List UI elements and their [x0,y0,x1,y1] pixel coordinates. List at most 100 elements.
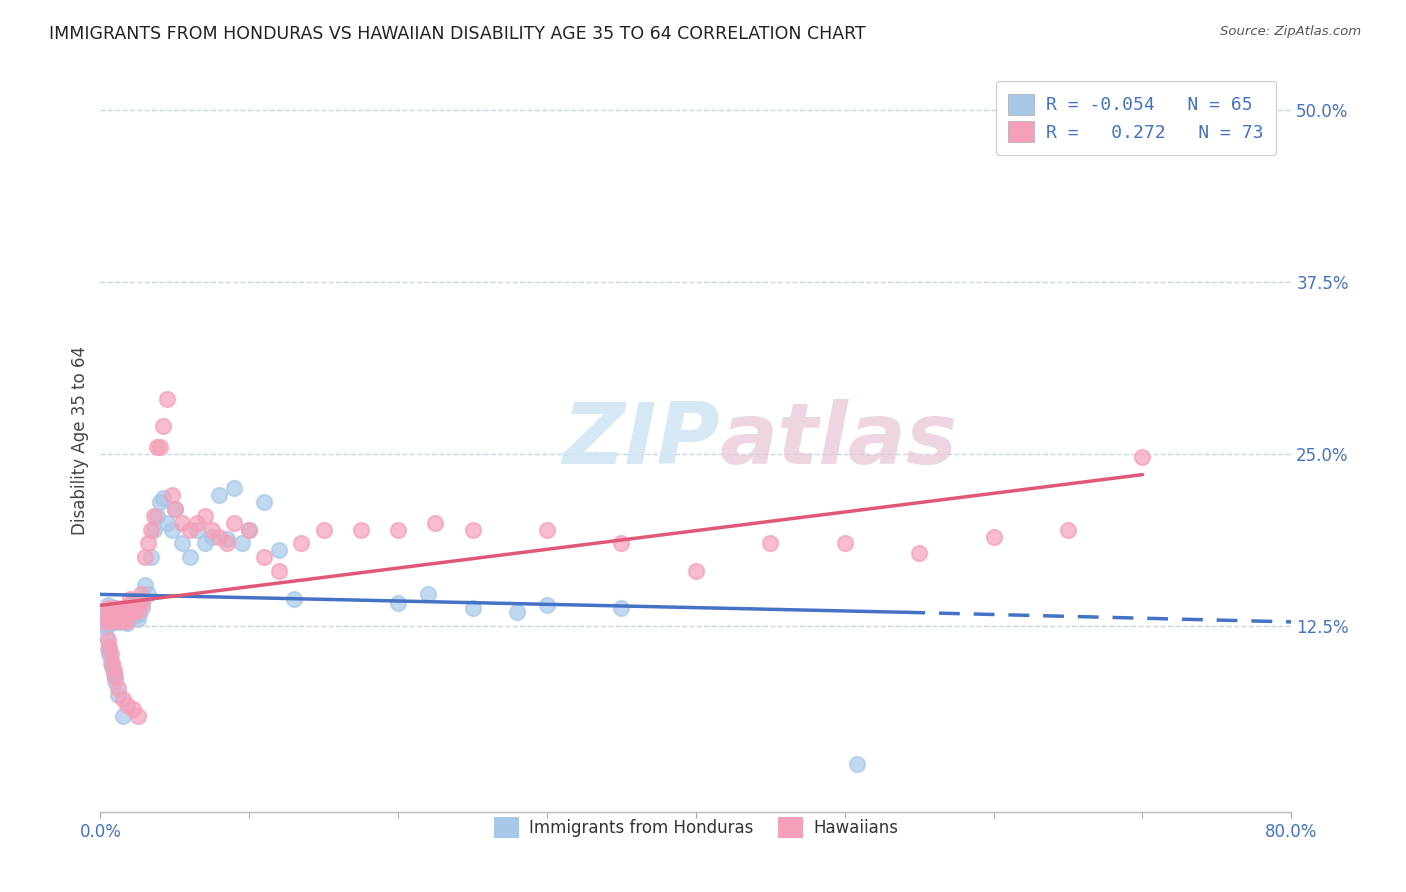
Point [149,440,172,454]
Point [100,616,122,631]
Point [98,647,121,661]
Point [1057,523,1080,537]
Point [350,523,373,537]
Point [129,591,152,606]
Point [121,601,143,615]
Point [536,599,558,613]
Point [267,564,290,578]
Point [156,392,179,406]
Point [238,523,260,537]
Point [179,523,201,537]
Point [120,591,142,606]
Text: Source: ZipAtlas.com: Source: ZipAtlas.com [1220,25,1361,38]
Point [124,609,146,624]
Point [193,536,215,550]
Point [834,536,856,550]
Point [224,482,246,496]
Point [536,523,558,537]
Point [104,670,127,684]
Y-axis label: Disability Age 35 to 64: Disability Age 35 to 64 [72,346,89,534]
Point [845,756,868,771]
Point [142,508,165,523]
Point [97,642,120,657]
Point [110,609,132,624]
Point [215,533,238,547]
Point [114,607,136,622]
Point [104,601,127,615]
Point [125,604,148,618]
Point [101,660,124,674]
Point [114,605,136,619]
Point [152,419,174,434]
Point [152,491,174,505]
Point [104,674,127,689]
Point [146,440,169,454]
Point [685,564,707,578]
Point [117,607,139,621]
Point [107,605,129,619]
Point [253,550,276,565]
Point [179,550,201,565]
Point [115,698,138,712]
Point [112,612,135,626]
Point [129,587,152,601]
Point [131,601,153,615]
Point [127,604,149,618]
Point [387,523,409,537]
Point [108,614,131,628]
Point [98,640,121,654]
Point [224,516,246,530]
Legend: Immigrants from Honduras, Hawaiians: Immigrants from Honduras, Hawaiians [486,811,904,845]
Point [131,596,153,610]
Point [108,615,131,629]
Point [312,523,335,537]
Point [156,516,179,530]
Point [104,601,127,615]
Point [107,681,129,695]
Point [124,602,146,616]
Point [142,523,165,537]
Point [115,616,138,631]
Point [105,612,128,626]
Point [172,516,194,530]
Point [193,508,215,523]
Point [120,599,142,613]
Point [94,612,117,626]
Point [97,601,120,615]
Point [97,632,120,647]
Text: atlas: atlas [720,399,957,482]
Point [186,516,208,530]
Point [139,550,162,565]
Text: ZIP: ZIP [562,399,720,482]
Point [103,663,125,677]
Point [136,536,159,550]
Point [201,523,224,537]
Point [238,523,260,537]
Point [127,612,149,626]
Point [136,587,159,601]
Point [100,647,122,661]
Point [208,530,231,544]
Point [908,546,931,560]
Point [231,536,253,550]
Point [101,614,124,628]
Point [128,607,150,621]
Point [121,607,143,622]
Point [101,657,124,671]
Point [111,692,134,706]
Point [215,536,238,550]
Point [107,688,129,702]
Point [149,495,172,509]
Point [96,629,118,643]
Point [117,611,139,625]
Point [100,605,122,619]
Point [139,523,162,537]
Point [208,488,231,502]
Point [100,657,122,671]
Point [96,615,118,629]
Point [97,599,120,613]
Point [201,530,224,544]
Point [461,523,484,537]
Point [112,614,135,628]
Point [101,605,124,619]
